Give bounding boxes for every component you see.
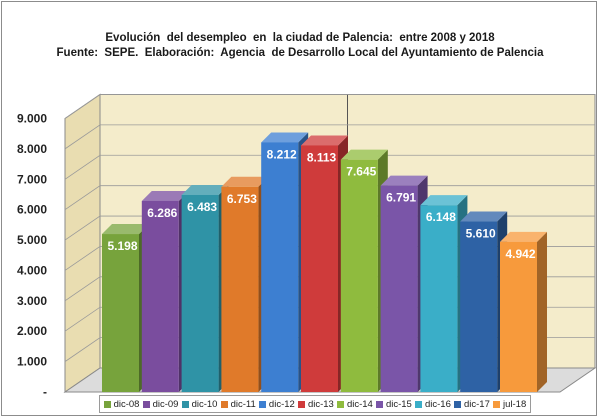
- y-tick-label: 8.000: [17, 142, 47, 156]
- chart-title: Evolución del desempleo en la ciudad de …: [105, 32, 495, 44]
- bar-top: [340, 149, 388, 160]
- bar-front: [500, 241, 537, 392]
- y-tick-label: 6.000: [17, 203, 47, 217]
- value-label-dic-16: 6.148: [426, 210, 456, 224]
- legend-swatch: [375, 400, 383, 408]
- chart-subtitle: Fuente: SEPE. Elaboración: Agencia de De…: [56, 47, 544, 59]
- bar-top: [141, 190, 189, 201]
- legend-label: dic-10: [191, 398, 218, 410]
- legend-label: dic-13: [307, 398, 334, 410]
- bar-front: [221, 186, 259, 392]
- y-tick-label: -: [43, 385, 47, 399]
- legend-label: dic-11: [230, 398, 256, 410]
- bar-jul-18: [500, 231, 547, 392]
- value-labels: 5.198 6.286 6.483 6.753 8.212 8.113 7.645 6.791…: [107, 147, 535, 260]
- bar-top: [460, 211, 508, 222]
- bar-front: [181, 194, 219, 392]
- legend-item-dic-14: dic-14: [336, 398, 373, 410]
- value-label-jul-18: 4.942: [505, 247, 535, 261]
- value-label-dic-14: 7.645: [346, 165, 376, 179]
- y-axis-ticks: - 1.000 2.000 3.000 4.000 5.000 6.000 7.000 8.00…: [17, 112, 47, 400]
- legend-item-dic-08: dic-08: [103, 398, 140, 410]
- bar-top: [261, 132, 309, 143]
- bar-top: [221, 176, 269, 187]
- bar-front: [460, 221, 498, 392]
- bar-top: [102, 224, 149, 235]
- legend-swatch: [142, 400, 150, 408]
- y-tick-label: 3.000: [17, 294, 47, 308]
- y-tick-label: 4.000: [17, 263, 47, 277]
- bar-front: [380, 185, 418, 392]
- bar-front: [141, 200, 179, 392]
- value-label-dic-11: 6.753: [227, 192, 257, 206]
- legend-item-jul-18: jul-18: [493, 399, 526, 410]
- legend-label: dic-16: [424, 398, 451, 410]
- value-label-dic-15: 6.791: [386, 191, 416, 205]
- side-wall: [64, 93, 101, 393]
- bar-front: [340, 159, 378, 392]
- legend-label: dic-17: [464, 398, 490, 410]
- bar-front: [261, 142, 299, 392]
- legend-item-dic-10: dic-10: [181, 398, 218, 410]
- bar-top: [301, 135, 348, 146]
- value-label-dic-08: 5.198: [107, 239, 137, 253]
- y-tick-label: 7.000: [17, 172, 47, 186]
- gridline: [64, 185, 595, 210]
- legend-label: jul-18: [503, 398, 527, 410]
- legend: dic-08 dic-09 dic-10 dic-11 dic-12 dic-13 dic-…: [99, 395, 531, 413]
- legend-label: dic-08: [113, 398, 140, 410]
- gridline: [64, 154, 595, 180]
- gridline: [64, 124, 595, 150]
- legend-swatch: [454, 400, 461, 408]
- legend-swatch: [414, 400, 422, 408]
- legend-item-dic-13: dic-13: [297, 398, 334, 410]
- legend-swatch: [181, 400, 189, 408]
- bar-top: [380, 175, 428, 186]
- legend-swatch: [493, 400, 501, 408]
- legend-label: dic-15: [385, 398, 412, 410]
- legend-item-dic-15: dic-15: [375, 398, 412, 410]
- legend-item-dic-16: dic-16: [414, 398, 451, 410]
- y-tick-label: 5.000: [17, 233, 47, 247]
- value-label-dic-12: 8.212: [267, 147, 297, 161]
- bars: [102, 132, 547, 392]
- value-label-dic-17: 5.610: [466, 227, 496, 241]
- legend-item-dic-11: dic-11: [220, 398, 256, 410]
- value-label-dic-10: 6.483: [187, 200, 217, 214]
- bar-front: [420, 205, 458, 392]
- bar-top: [181, 184, 229, 195]
- value-label-dic-09: 6.286: [147, 206, 177, 220]
- legend-swatch: [258, 400, 266, 408]
- legend-item-dic-17: dic-17: [454, 399, 490, 410]
- y-tick-label: 1.000: [17, 355, 47, 369]
- legend-swatch: [336, 400, 344, 408]
- bar-front: [301, 145, 338, 392]
- value-label-dic-13: 8.113: [307, 150, 337, 164]
- bar-front: [102, 234, 139, 392]
- legend-label: dic-09: [152, 398, 179, 410]
- legend-label: dic-14: [346, 398, 373, 410]
- legend-swatch: [220, 400, 228, 408]
- bar-top: [420, 195, 468, 206]
- y-tick-label: 9.000: [17, 112, 47, 126]
- legend-label: dic-12: [268, 398, 295, 410]
- y-tick-label: 2.000: [17, 324, 47, 338]
- legend-item-dic-12: dic-12: [258, 398, 295, 410]
- legend-swatch: [297, 400, 305, 408]
- legend-swatch: [103, 400, 111, 408]
- gridline: [64, 94, 595, 119]
- bar-top: [500, 231, 547, 242]
- legend-item-dic-09: dic-09: [142, 398, 179, 410]
- bar-side: [537, 231, 547, 392]
- bar-dic-09: [141, 190, 189, 392]
